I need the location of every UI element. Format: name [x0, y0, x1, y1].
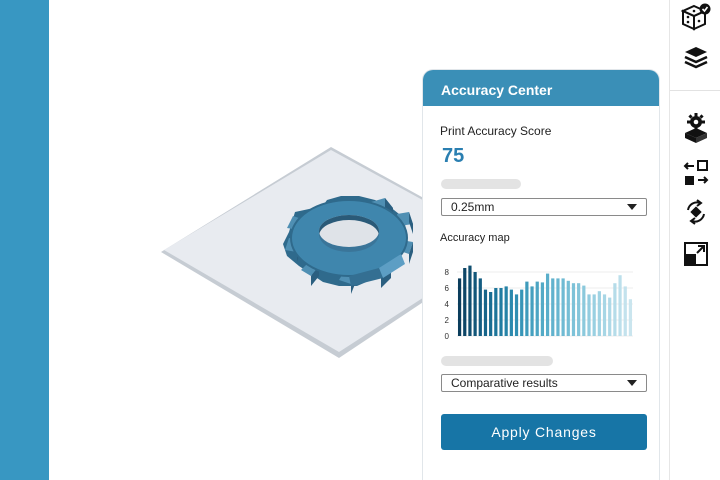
- chart-bar: [571, 283, 576, 336]
- chart-bar: [618, 275, 622, 336]
- chart-bar: [494, 288, 498, 336]
- chart-bar: [608, 297, 612, 336]
- accuracy-map-label: Accuracy map: [440, 232, 510, 244]
- left-sidebar-strip: [0, 0, 49, 480]
- chart-bar: [535, 281, 539, 336]
- comparative-results-select[interactable]: Comparative results: [441, 374, 647, 392]
- toolbar-item-settings[interactable]: [670, 110, 720, 146]
- chart-bar: [582, 285, 586, 336]
- chart-bar: [514, 294, 519, 336]
- toolbar-item-dice[interactable]: [670, 0, 720, 36]
- chart-bar: [566, 280, 570, 336]
- chart-bar: [561, 278, 565, 336]
- chart-bar: [577, 283, 581, 336]
- chart-bar: [504, 286, 508, 336]
- y-tick-label: 2: [445, 316, 450, 325]
- gear-model[interactable]: [283, 196, 413, 294]
- chart-bar: [489, 292, 493, 336]
- y-tick-label: 8: [445, 268, 450, 277]
- accuracy-map-chart: 0 2 4 6 8: [445, 265, 633, 341]
- toolbar-item-layers[interactable]: [670, 40, 720, 76]
- comparative-results-value: Comparative results: [451, 376, 558, 390]
- accuracy-center-panel: Accuracy Center Print Accuracy Score 75 …: [423, 70, 659, 480]
- chart-bar: [551, 278, 555, 336]
- chart-bar: [530, 286, 534, 336]
- right-toolbar: [669, 0, 720, 480]
- chart-bar: [587, 294, 591, 336]
- toolbar-item-scale[interactable]: [670, 236, 720, 272]
- chevron-down-icon: [627, 380, 637, 386]
- score-label: Print Accuracy Score: [440, 124, 552, 138]
- chevron-down-icon: [627, 204, 637, 210]
- layers-icon: [683, 47, 708, 69]
- y-tick-label: 4: [445, 300, 450, 309]
- toolbar-item-rotate[interactable]: [670, 194, 720, 230]
- y-tick-label: 6: [445, 284, 450, 293]
- chart-bar: [592, 294, 596, 336]
- chart-bar: [520, 289, 524, 336]
- toolbar-divider: [670, 90, 720, 91]
- layer-height-select[interactable]: 0.25mm: [441, 198, 647, 216]
- chart-bar: [540, 282, 545, 336]
- chart-bar: [478, 278, 482, 336]
- chart-bar: [483, 289, 488, 336]
- chart-bar: [509, 289, 513, 336]
- chart-bar: [468, 265, 472, 336]
- placeholder-bar: [441, 179, 521, 189]
- scale-icon: [683, 242, 708, 266]
- chart-bar: [602, 294, 607, 336]
- y-tick-label: 0: [445, 332, 450, 341]
- chart-bar: [457, 278, 462, 336]
- swap-icon: [683, 160, 708, 185]
- chart-bar: [623, 286, 627, 336]
- chart-bar: [613, 283, 617, 336]
- apply-changes-button[interactable]: Apply Changes: [441, 414, 647, 450]
- viewport-scene: [161, 147, 509, 358]
- toolbar-item-swap[interactable]: [670, 155, 720, 191]
- chart-bar: [525, 281, 529, 336]
- dice-check-icon: [680, 3, 710, 31]
- chart-bar: [463, 268, 467, 336]
- chart-bar: [597, 291, 601, 336]
- chart-bar: [499, 288, 503, 336]
- layer-height-value: 0.25mm: [451, 200, 495, 214]
- chart-bar: [545, 273, 550, 336]
- chart-bar: [556, 278, 560, 336]
- chart-bar: [628, 299, 633, 336]
- score-value: 75: [442, 145, 465, 167]
- gear-box-icon: [684, 113, 707, 143]
- chart-bar: [473, 272, 477, 336]
- panel-title: Accuracy Center: [423, 70, 659, 106]
- rotate-icon: [686, 199, 705, 225]
- placeholder-bar: [441, 356, 553, 366]
